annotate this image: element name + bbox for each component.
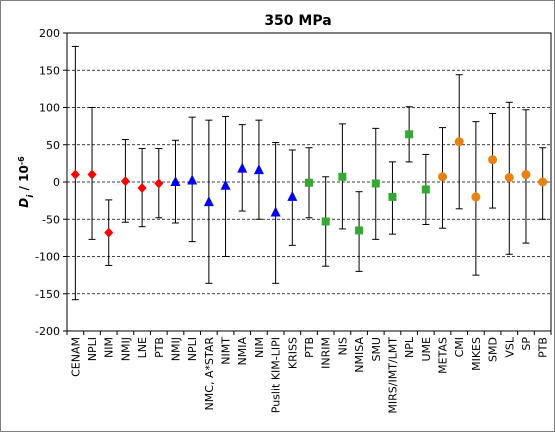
y-label-sub: i — [26, 194, 36, 198]
x-tick-label: NMISA — [353, 337, 366, 373]
x-tick-label: NPL — [403, 336, 416, 358]
y-tick-label: -100 — [35, 251, 60, 264]
data-point-square — [355, 226, 364, 235]
y-tick-label: -200 — [35, 325, 60, 338]
y-tick-label: -150 — [35, 288, 60, 301]
data-point-square — [405, 130, 414, 139]
chart-title: 350 MPa — [264, 13, 331, 29]
y-tick-label: 100 — [39, 102, 60, 115]
data-point-circle — [438, 172, 448, 182]
data-point-diamond — [137, 182, 147, 193]
data-point-diamond — [70, 169, 80, 180]
grid-layer — [67, 69, 551, 295]
data-point-circle — [471, 192, 481, 202]
marker-layer — [70, 130, 548, 238]
data-point-circle — [538, 177, 548, 187]
x-tick-label: NIM — [103, 337, 116, 358]
x-tick-label: NMIJ — [169, 337, 182, 361]
x-tick-label: SP — [520, 337, 533, 351]
data-point-circle — [488, 155, 498, 165]
x-tick-label: NIM — [253, 337, 266, 358]
y-tick-label: 200 — [39, 27, 60, 40]
x-tick-label: NMIA — [236, 337, 249, 366]
y-tick-label: 50 — [46, 139, 60, 152]
data-point-circle — [454, 137, 464, 147]
data-point-square — [371, 179, 380, 188]
x-tick-label: NPLI — [86, 337, 99, 361]
x-tick-label: SMU — [370, 337, 383, 362]
x-tick-label: LNE — [136, 337, 149, 358]
error-bar-layer — [71, 45, 547, 301]
x-tick-label: CMI — [453, 337, 466, 357]
data-point-circle — [521, 170, 531, 180]
data-point-triangle — [270, 206, 281, 217]
data-point-square — [305, 178, 313, 187]
data-point-triangle — [170, 176, 181, 186]
y-axis-label: Di / 10-6 — [17, 156, 37, 208]
data-point-square — [338, 172, 347, 181]
x-tick-label: CENAM — [69, 337, 82, 377]
data-point-diamond — [87, 169, 97, 180]
data-point-circle — [504, 173, 514, 183]
x-tick-label: NMC, A*STAR — [203, 337, 216, 411]
x-tick-label: NIS — [336, 337, 349, 355]
data-point-square — [388, 192, 397, 201]
x-tick-label: UME — [420, 337, 433, 362]
x-tick-label: NMIJ — [119, 337, 132, 361]
x-tick-label: INRIM — [320, 337, 333, 369]
y-tick-label: 0 — [53, 176, 60, 189]
y-tick-label: -50 — [42, 213, 60, 226]
data-point-triangle — [220, 179, 231, 190]
x-tick-label: METAS — [437, 337, 450, 374]
x-tick-label: NIMT — [220, 337, 233, 365]
data-point-diamond — [154, 178, 164, 189]
data-point-triangle — [203, 196, 214, 207]
x-tick-label: NPLI — [186, 337, 199, 361]
data-point-square — [321, 217, 330, 226]
y-label-exp: -6 — [17, 156, 26, 165]
x-tick-label: Puslit KIM-LIPI — [270, 337, 283, 413]
data-point-triangle — [187, 174, 198, 185]
x-tick-label: VSL — [503, 336, 516, 358]
x-tick-label: PTB — [303, 337, 316, 358]
data-point-diamond — [104, 227, 114, 238]
x-tick-label: SMD — [487, 337, 500, 362]
x-tick-label: MIKES — [470, 337, 483, 371]
x-tick-label: KRISS — [286, 337, 299, 369]
x-tick-label: PTB — [153, 337, 166, 358]
data-point-triangle — [287, 190, 298, 201]
data-point-triangle — [237, 162, 248, 173]
y-label-unit: / 10 — [17, 165, 31, 194]
y-tick-label: 150 — [39, 64, 60, 77]
data-point-triangle — [253, 164, 264, 175]
x-tick-label: MIRS/IMT/LMT — [386, 337, 399, 414]
y-label-main: D — [17, 198, 31, 208]
data-point-diamond — [120, 176, 130, 187]
x-tick-label: PTB — [537, 337, 550, 358]
data-point-square — [421, 185, 430, 194]
